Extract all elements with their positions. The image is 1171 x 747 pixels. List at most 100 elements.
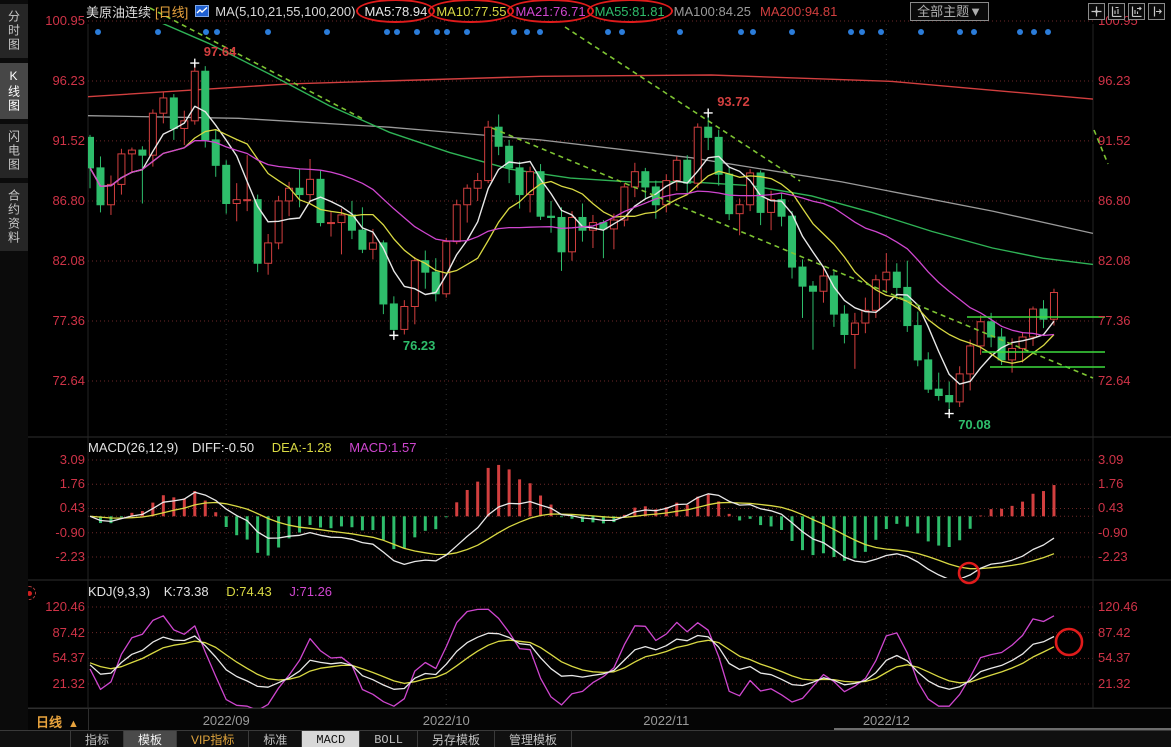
event-marker-dot[interactable] [1017, 29, 1023, 35]
bottom-tab-4[interactable]: MACD [302, 731, 361, 747]
scale-left-button[interactable] [1108, 3, 1125, 20]
event-marker-dot[interactable] [394, 29, 400, 35]
event-marker-dot[interactable] [511, 29, 517, 35]
kdj-axis-label-left: 87.42 [52, 624, 85, 640]
chart-mode-sidebar: 分时图 K线图闪电图合约资料 [0, 0, 28, 747]
macd-axis-label-left: 1.76 [59, 476, 85, 492]
event-marker-dot[interactable] [918, 29, 924, 35]
bottom-tab-2[interactable]: VIP指标 [177, 731, 250, 747]
event-marker-dot[interactable] [265, 29, 271, 35]
scale-right-icon [1131, 6, 1142, 17]
event-marker-dot[interactable] [750, 29, 756, 35]
indicator-tab-bar: 指标 模板 VIP指标 标准 MACD BOLL 另存模板 管理模板 [0, 730, 1171, 747]
horizontal-scrollbar[interactable] [834, 728, 1171, 730]
bottom-tab-3[interactable]: 标准 [249, 731, 303, 747]
pop-out-icon [1153, 6, 1162, 17]
extreme-label-76.23: 76.23 [402, 338, 436, 354]
event-marker-dot[interactable] [434, 29, 440, 35]
extreme-label-93.72: 93.72 [717, 93, 750, 109]
event-marker-dot[interactable] [95, 29, 101, 35]
ma-value-2: MA21:76.71 [507, 0, 594, 23]
drawing-overlays[interactable] [95, 7, 1109, 419]
event-marker-dot[interactable] [524, 29, 530, 35]
event-marker-dot[interactable] [324, 29, 330, 35]
header-controls: 全部主题▼ [910, 2, 1165, 21]
event-marker-dot[interactable] [605, 29, 611, 35]
price-axis-label-left: 77.36 [52, 312, 85, 328]
pop-out-button[interactable] [1148, 3, 1165, 20]
bottom-tab-6[interactable]: 另存模板 [418, 731, 496, 747]
price-axis-label-left: 96.23 [52, 73, 85, 89]
sidebar-item-1[interactable]: K线图 [0, 63, 28, 119]
price-axis-label-right: 100.95 [1098, 13, 1138, 28]
extreme-cross-marker [703, 108, 713, 118]
price-axis-label-right: 91.52 [1098, 132, 1131, 148]
event-marker-dot[interactable] [414, 29, 420, 35]
extreme-label-97.64: 97.64 [203, 44, 237, 60]
macd-axis-label-left: -0.90 [55, 524, 85, 540]
ma-value-0: MA5:78.94 [356, 0, 436, 23]
kdj-d-value: D:74.43 [226, 584, 272, 599]
period-selector[interactable]: 日线 ▲ [36, 712, 79, 731]
gridlines [28, 20, 1171, 709]
candlestick-series[interactable] [87, 63, 1058, 414]
kdj-k-value: K:73.38 [163, 584, 209, 599]
time-axis-row: 日线 ▲ 2022/09 2022/10 2022/11 2022/12 [28, 708, 1171, 731]
scale-right-button[interactable] [1128, 3, 1145, 20]
macd-axis-label-left: 0.43 [59, 500, 85, 516]
bottom-tab-1[interactable]: 模板 [124, 731, 178, 747]
price-axis-label-right: 77.36 [1098, 312, 1131, 328]
ma-value-3: MA55:81.81 [586, 0, 673, 23]
kdj-axis-label-right: 87.42 [1098, 624, 1131, 640]
macd-axis-label-left: -2.23 [55, 548, 85, 564]
event-marker-dot[interactable] [971, 29, 977, 35]
price-axis-label-left: 91.52 [52, 132, 85, 148]
extreme-cross-marker [944, 409, 954, 419]
event-marker-dot[interactable] [537, 29, 543, 35]
ma-value-1: MA10:77.55 [428, 0, 515, 23]
event-marker-dot[interactable] [1045, 29, 1051, 35]
extreme-cross-marker [389, 330, 399, 340]
bottom-tab-5[interactable]: BOLL [360, 731, 419, 747]
price-axis-label-right: 72.64 [1098, 373, 1131, 389]
scale-left-icon [1111, 6, 1122, 17]
event-marker-dot[interactable] [214, 29, 220, 35]
kdj-axis-label-right: 120.46 [1098, 599, 1138, 614]
sidebar-item-0[interactable]: 分时图 [0, 4, 28, 58]
macd-diff-value: DIFF:-0.50 [191, 440, 255, 455]
price-panel [87, 24, 1093, 414]
event-marker-dot[interactable] [738, 29, 744, 35]
event-marker-dot[interactable] [859, 29, 865, 35]
extreme-cross-marker [190, 58, 200, 68]
kdj-j-value: J:71.26 [289, 584, 333, 599]
event-marker-dot[interactable] [155, 29, 161, 35]
kdj-axis-label-right: 54.37 [1098, 650, 1131, 666]
price-axis-label-right: 96.23 [1098, 73, 1131, 89]
sidebar-item-2[interactable]: 闪电图 [0, 124, 28, 178]
macd-params-label: MACD(26,12,9) [88, 440, 179, 455]
macd-axis-label-right: 3.09 [1098, 451, 1124, 467]
event-marker-dot[interactable] [677, 29, 683, 35]
event-marker-dot[interactable] [878, 29, 884, 35]
event-marker-dot[interactable] [957, 29, 963, 35]
bottom-tab-0[interactable]: 指标 [70, 731, 125, 747]
period-label: 日线 [36, 715, 63, 730]
event-marker-dot[interactable] [789, 29, 795, 35]
event-marker-dot[interactable] [464, 29, 470, 35]
chart-header: 美原油连续 [日线] MA(5,10,21,55,100,200) MA5:78… [28, 0, 1171, 23]
price-axis-label-left: 72.64 [52, 373, 85, 389]
sidebar-item-3[interactable]: 合约资料 [0, 183, 28, 251]
event-marker-dot[interactable] [203, 29, 209, 35]
theme-dropdown-button[interactable]: 全部主题▼ [910, 2, 989, 21]
event-marker-dot[interactable] [1031, 29, 1037, 35]
macd-axis-label-right: 0.43 [1098, 500, 1124, 516]
date-label-3: 2022/12 [862, 713, 910, 728]
event-marker-dot[interactable] [444, 29, 450, 35]
crosshair-button[interactable] [1088, 3, 1105, 20]
event-marker-dot[interactable] [619, 29, 625, 35]
bottom-tab-7[interactable]: 管理模板 [495, 731, 573, 747]
event-marker-dot[interactable] [384, 29, 390, 35]
event-marker-dot[interactable] [848, 29, 854, 35]
kdj-params-label: KDJ(9,3,3) [88, 584, 151, 599]
